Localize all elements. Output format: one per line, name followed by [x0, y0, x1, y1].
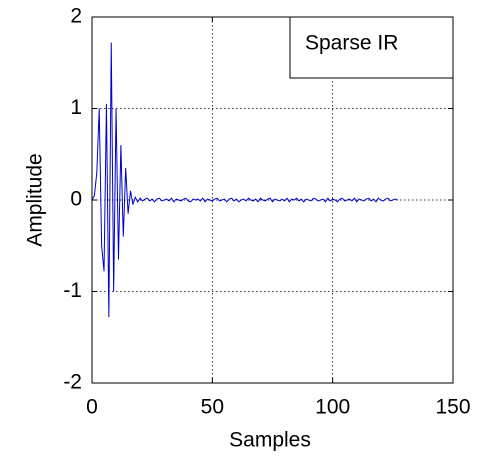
y-tick-label: 0 — [70, 188, 82, 211]
y-tick-label: 1 — [70, 96, 82, 119]
y-axis-label: Amplitude — [24, 153, 47, 246]
legend-box — [289, 16, 454, 79]
y-tick-label: -1 — [63, 279, 82, 302]
x-tick-label: 100 — [315, 396, 350, 419]
plot-frame — [91, 16, 454, 384]
y-tick-label: 2 — [70, 5, 82, 28]
x-tick-label: 50 — [201, 396, 224, 419]
x-axis-label: Samples — [229, 429, 311, 452]
legend-label: Sparse IR — [305, 32, 398, 55]
x-tick-label: 0 — [86, 396, 98, 419]
x-tick-label: 150 — [435, 396, 470, 419]
y-tick-label: -2 — [63, 371, 82, 394]
data-line — [91, 42, 398, 318]
